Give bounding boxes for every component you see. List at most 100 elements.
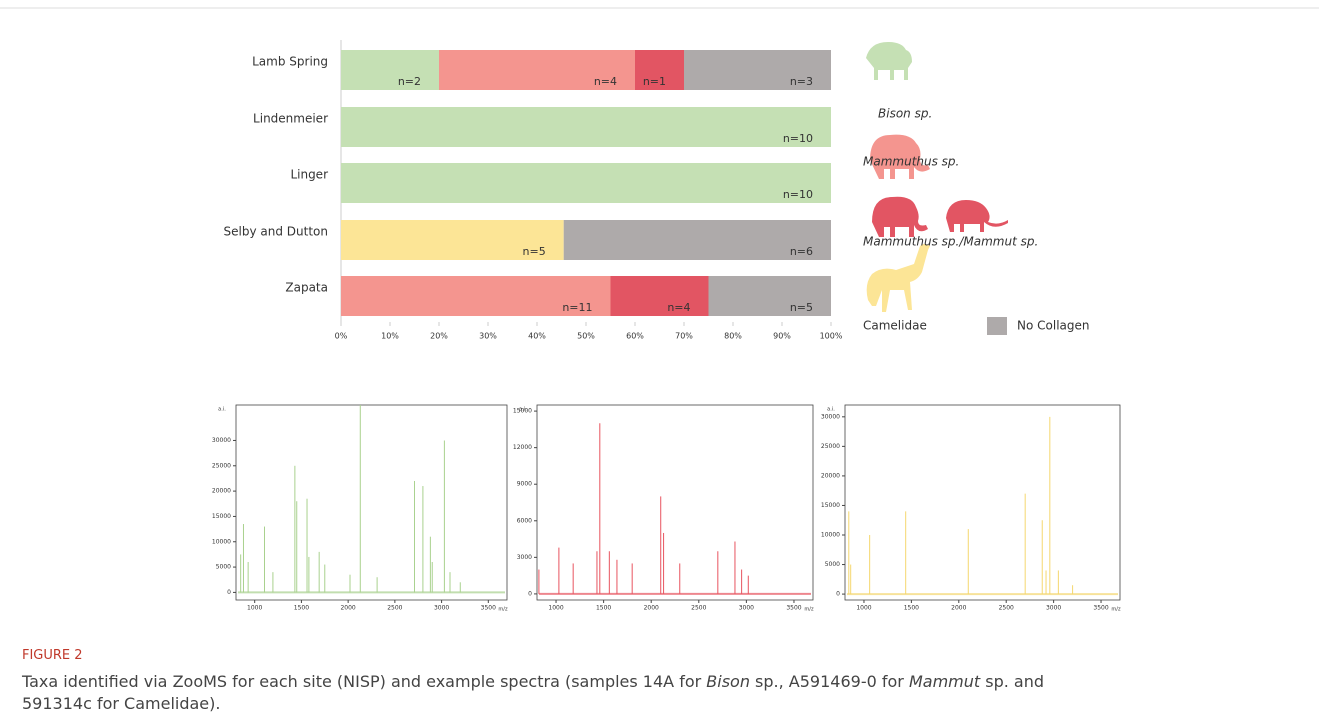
caption-part: sp. and 591314c for Camelidae).: [22, 672, 1045, 713]
category-label: Selby and Dutton: [224, 225, 328, 239]
legend-swatch: [987, 317, 1007, 335]
x-tick-label: 50%: [577, 332, 595, 341]
y-axis-label: a.i.: [218, 407, 226, 413]
y-tick-label: 9000: [517, 481, 532, 488]
legend-label: Bison sp.: [878, 107, 932, 121]
legend-label: Mammuthus sp./Mammut sp.: [863, 235, 1038, 249]
y-tick-label: 0: [528, 590, 532, 597]
caption-part: Bison: [706, 672, 750, 691]
category-label: Zapata: [285, 281, 328, 295]
category-label: Lindenmeier: [253, 112, 328, 126]
y-tick-label: 20000: [212, 488, 231, 495]
x-tick-label: 10%: [381, 332, 399, 341]
x-tick-label: 3500: [1093, 605, 1108, 612]
x-tick-label: 1500: [596, 605, 611, 612]
y-axis-label: a.i.: [519, 407, 527, 413]
y-tick-label: 10000: [212, 538, 231, 545]
y-tick-label: 12000: [513, 444, 532, 451]
y-tick-label: 25000: [212, 462, 231, 469]
bar-segment: [439, 50, 635, 90]
x-tick-label: 3500: [481, 605, 496, 612]
x-tick-label: 2500: [387, 605, 402, 612]
y-tick-label: 30000: [212, 437, 231, 444]
caption-part: Taxa identified via ZooMS for each site …: [22, 672, 707, 691]
y-tick-label: 0: [227, 589, 231, 596]
x-tick-label: 1000: [548, 605, 563, 612]
x-tick-label: 2000: [340, 605, 355, 612]
legend-label: Camelidae: [863, 319, 927, 333]
x-tick-label: 1500: [294, 605, 309, 612]
x-tick-label: 3000: [434, 605, 449, 612]
plot-frame: [235, 404, 508, 601]
caption: FIGURE 2 Taxa identified via ZooMS for e…: [22, 648, 1082, 715]
x-tick-label: 1500: [904, 605, 919, 612]
caption-text: Taxa identified via ZooMS for each site …: [22, 671, 1082, 715]
bar-segment: [610, 276, 709, 316]
x-tick-label: 1000: [856, 605, 871, 612]
y-tick-label: 0: [836, 591, 840, 598]
x-tick-label: 90%: [773, 332, 791, 341]
category-label: Lamb Spring: [252, 55, 328, 69]
count-label: n=6: [790, 245, 813, 258]
bar-segment: [684, 50, 831, 90]
count-label: n=4: [667, 301, 690, 314]
count-label: n=11: [562, 301, 592, 314]
x-tick-label: 3000: [739, 605, 754, 612]
x-tick-label: 100%: [820, 332, 843, 341]
count-label: n=4: [594, 75, 617, 88]
figure: 0% 10% 20% 30% 40% 50% 60% 70% 80% 90% 100% Lamb Sp…: [0, 7, 1319, 613]
legend-label: No Collagen: [1017, 319, 1089, 333]
bar-segment: [341, 50, 439, 90]
y-tick-label: 25000: [821, 443, 840, 450]
count-label: n=3: [790, 75, 813, 88]
y-tick-label: 30000: [821, 413, 840, 420]
bar-segment: [635, 50, 684, 90]
bar-segment: [341, 163, 831, 203]
x-tick-label: 1000: [247, 605, 262, 612]
y-tick-label: 10000: [821, 532, 840, 539]
figure-label: FIGURE 2: [22, 648, 83, 663]
x-axis-label: m/z: [804, 607, 814, 613]
caption-part: sp., A591469-0 for: [749, 672, 909, 691]
y-tick-label: 5000: [216, 564, 231, 571]
count-label: n=5: [523, 245, 546, 258]
plot-frame: [844, 404, 1121, 601]
x-tick-label: 2500: [691, 605, 706, 612]
camel-icon: [866, 244, 930, 312]
caption-part: Mammut: [908, 672, 981, 691]
bison-icon: [866, 42, 912, 80]
bar-segment: [563, 220, 831, 260]
plot-frame: [536, 404, 814, 601]
y-tick-label: 15000: [821, 502, 840, 509]
y-tick-label: 20000: [821, 472, 840, 479]
bar-segment: [341, 276, 611, 316]
mammoth-icon: [870, 134, 930, 179]
x-tick-label: 3000: [1046, 605, 1061, 612]
x-tick-label: 60%: [626, 332, 644, 341]
x-tick-label: 20%: [430, 332, 448, 341]
y-tick-label: 15000: [513, 408, 532, 415]
bar-segment: [708, 276, 831, 316]
bar-segment: [341, 107, 831, 147]
x-tick-label: 3500: [786, 605, 801, 612]
count-label: n=10: [783, 188, 813, 201]
y-tick-label: 3000: [517, 554, 532, 561]
x-tick-label: 40%: [528, 332, 546, 341]
x-axis-label: m/z: [1111, 607, 1121, 613]
count-label: n=1: [643, 75, 666, 88]
x-tick-label: 2500: [999, 605, 1014, 612]
count-label: n=5: [790, 301, 813, 314]
y-tick-label: 5000: [825, 561, 840, 568]
y-axis-label: a.i.: [827, 407, 835, 413]
category-label: Linger: [290, 168, 328, 182]
x-tick-label: 2000: [951, 605, 966, 612]
x-tick-label: 2000: [644, 605, 659, 612]
legend-label: Mammuthus sp.: [863, 155, 959, 169]
x-tick-label: 80%: [724, 332, 742, 341]
x-tick-label: 30%: [479, 332, 497, 341]
x-tick-label: 0%: [335, 332, 348, 341]
count-label: n=10: [783, 132, 813, 145]
x-tick-label: 70%: [675, 332, 693, 341]
count-label: n=2: [398, 75, 421, 88]
